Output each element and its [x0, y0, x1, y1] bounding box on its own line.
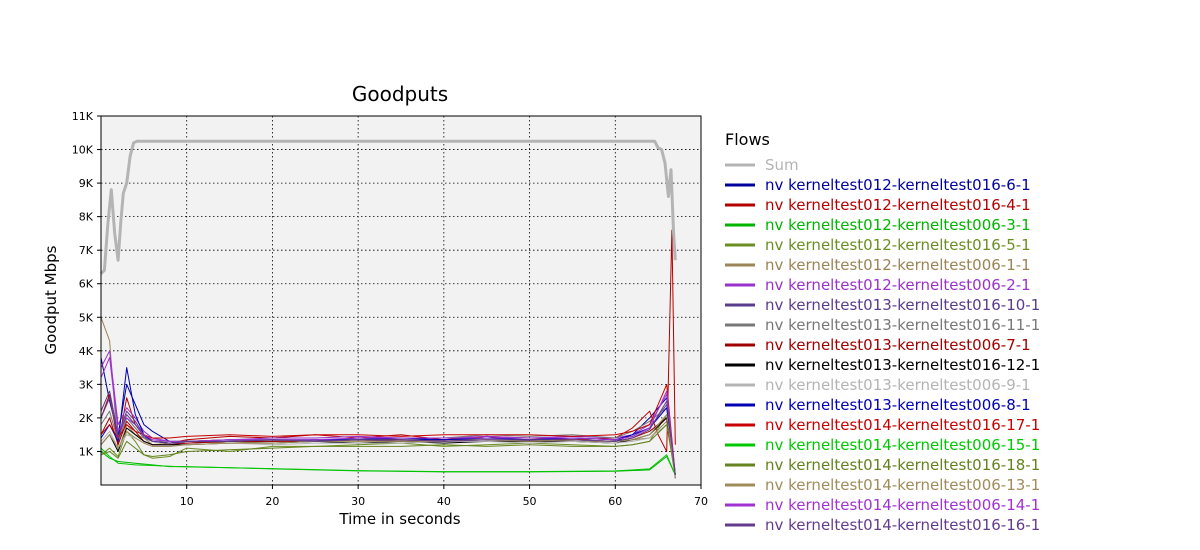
- series-line-sum: [99, 139, 677, 275]
- legend-label-nv-kerneltest012-kerneltest006-1-1: nv kerneltest012-kerneltest006-1-1: [765, 256, 1031, 274]
- series-line-nv-kerneltest014-kerneltest016-17-1: [100, 383, 676, 475]
- x-axis-title: Time in seconds: [338, 510, 460, 528]
- x-tick-label: 40: [437, 495, 451, 508]
- x-tick-label: 70: [694, 495, 708, 508]
- legend-label-nv-kerneltest012-kerneltest006-3-1: nv kerneltest012-kerneltest006-3-1: [765, 216, 1031, 234]
- legend-label-nv-kerneltest014-kerneltest016-16-1: nv kerneltest014-kerneltest016-16-1: [765, 516, 1040, 534]
- y-tick-label: 4K: [79, 345, 94, 358]
- y-tick-label: 1K: [79, 445, 94, 458]
- legend-label-nv-kerneltest013-kerneltest016-10-1: nv kerneltest013-kerneltest016-10-1: [765, 296, 1040, 314]
- chart-title: Goodputs: [352, 82, 448, 106]
- legend-label-nv-kerneltest014-kerneltest016-17-1: nv kerneltest014-kerneltest016-17-1: [765, 416, 1040, 434]
- legend-label-nv-kerneltest012-kerneltest016-5-1: nv kerneltest012-kerneltest016-5-1: [765, 236, 1031, 254]
- legend-label-nv-kerneltest013-kerneltest016-11-1: nv kerneltest013-kerneltest016-11-1: [765, 316, 1040, 334]
- y-tick-label: 8K: [79, 211, 94, 224]
- legend-label-nv-kerneltest014-kerneltest006-13-1: nv kerneltest014-kerneltest006-13-1: [765, 476, 1040, 494]
- y-axis-title: Goodput Mbps: [42, 245, 60, 354]
- series-line-nv-kerneltest012-kerneltest006-2-1: [100, 350, 676, 475]
- legend-title: Flows: [725, 130, 770, 149]
- legend-label-nv-kerneltest014-kerneltest006-15-1: nv kerneltest014-kerneltest006-15-1: [765, 436, 1040, 454]
- x-tick-label: 30: [351, 495, 365, 508]
- y-axis-ticks: 1K 2K 3K 4K 5K 6K 7K 8K 9K 10K 11K: [72, 110, 101, 458]
- x-tick-label: 10: [180, 495, 194, 508]
- y-tick-label: 10K: [72, 144, 94, 157]
- legend-label-nv-kerneltest014-kerneltest006-14-1: nv kerneltest014-kerneltest006-14-1: [765, 496, 1040, 514]
- series-line-nv-kerneltest014-kerneltest016-18-1: [100, 424, 676, 475]
- y-tick-label: 9K: [79, 177, 94, 190]
- x-tick-label: 60: [608, 495, 622, 508]
- y-tick-label: 6K: [79, 278, 94, 291]
- legend-label-nv-kerneltest013-kerneltest006-8-1: nv kerneltest013-kerneltest006-8-1: [765, 396, 1031, 414]
- legend-label-sum: Sum: [765, 156, 799, 174]
- series-line-nv-kerneltest014-kerneltest006-14-1: [100, 357, 676, 475]
- plot-frame: [100, 115, 702, 486]
- series-line-nv-kerneltest013-kerneltest006-9-1: [100, 424, 676, 475]
- x-tick-label: 50: [523, 495, 537, 508]
- series-line-nv-kerneltest014-kerneltest006-15-1: [100, 447, 676, 476]
- legend-label-nv-kerneltest013-kerneltest016-12-1: nv kerneltest013-kerneltest016-12-1: [765, 356, 1040, 374]
- y-tick-label: 5K: [79, 311, 94, 324]
- legend-label-nv-kerneltest013-kerneltest006-7-1: nv kerneltest013-kerneltest006-7-1: [765, 336, 1031, 354]
- y-tick-label: 3K: [79, 378, 94, 391]
- x-tick-label: 20: [265, 495, 279, 508]
- legend-label-nv-kerneltest014-kerneltest016-18-1: nv kerneltest014-kerneltest016-18-1: [765, 456, 1040, 474]
- series-lines: [99, 139, 677, 479]
- x-axis-ticks: 10 20 30 40 50 60 70: [180, 485, 708, 508]
- plot-area: [101, 116, 701, 485]
- y-tick-label: 11K: [72, 110, 94, 123]
- legend: Sum nv kerneltest012-kerneltest016-6-1 nv …: [725, 156, 1040, 534]
- y-tick-label: 7K: [79, 244, 94, 257]
- legend-label-nv-kerneltest012-kerneltest006-2-1: nv kerneltest012-kerneltest006-2-1: [765, 276, 1031, 294]
- series-line-nv-kerneltest014-kerneltest016-16-1: [100, 397, 676, 475]
- legend-label-nv-kerneltest012-kerneltest016-4-1: nv kerneltest012-kerneltest016-4-1: [765, 196, 1031, 214]
- legend-label-nv-kerneltest013-kerneltest006-9-1: nv kerneltest013-kerneltest006-9-1: [765, 376, 1031, 394]
- legend-label-nv-kerneltest012-kerneltest016-6-1: nv kerneltest012-kerneltest016-6-1: [765, 176, 1031, 194]
- y-tick-label: 2K: [79, 412, 94, 425]
